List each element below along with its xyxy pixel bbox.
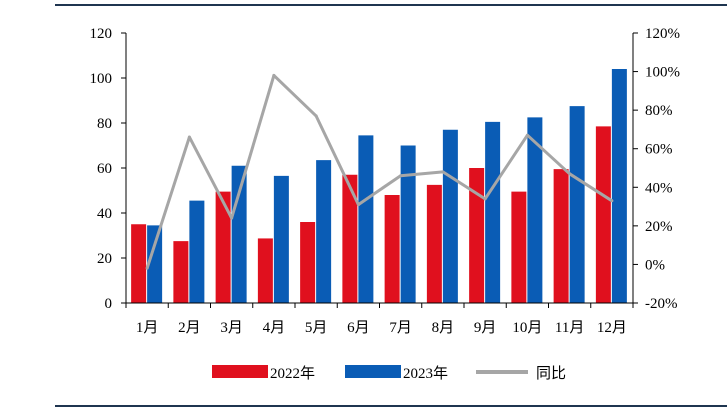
- yoy-point-1: [145, 266, 149, 270]
- yoy-point-10: [525, 133, 529, 137]
- bar-series-a-6: [342, 174, 358, 303]
- x-tick-label: 8月: [432, 320, 455, 336]
- right-tick-label: 100%: [645, 65, 680, 81]
- bar-series-b-8: [442, 129, 458, 303]
- yoy-point-12: [610, 199, 614, 203]
- axes-layer: 0 20 40 60 80 100 120 -20% 0% 20% 40% 60% 80% 100% 120…: [90, 26, 681, 336]
- yoy-point-4: [272, 73, 276, 77]
- bar-series-b-12: [611, 69, 627, 303]
- bar-series-a-7: [384, 195, 400, 303]
- legend-label-1: 2022年: [270, 365, 315, 382]
- bar-series-a-12: [595, 126, 611, 303]
- x-tick-label: 12月: [597, 320, 627, 336]
- bar-series-a-1: [131, 224, 147, 303]
- left-tick-label: 40: [97, 206, 112, 222]
- legend-label-3: 同比: [536, 365, 566, 382]
- bar-series-a-2: [173, 241, 189, 303]
- left-tick-label: 80: [97, 116, 112, 132]
- x-tick-label: 3月: [220, 320, 243, 336]
- x-tick-label: 10月: [512, 320, 542, 336]
- yoy-point-3: [230, 216, 234, 220]
- right-tick-label: 80%: [645, 103, 673, 119]
- bar-series-a-8: [426, 184, 442, 303]
- bar-series-a-11: [553, 169, 569, 303]
- bar-series-a-5: [300, 222, 316, 303]
- right-tick-label: 0%: [645, 257, 665, 273]
- bar-series-b-11: [569, 106, 585, 303]
- bar-series-b-5: [316, 160, 332, 303]
- x-tick-label: 7月: [389, 320, 412, 336]
- bar-series-b-3: [231, 165, 247, 303]
- yoy-point-11: [568, 172, 572, 176]
- bar-layer: [131, 69, 627, 303]
- x-tick-label: 2月: [178, 320, 201, 336]
- bar-series-a-10: [511, 191, 527, 303]
- x-tick-label: 1月: [136, 320, 159, 336]
- legend-swatch-2: [345, 365, 401, 378]
- line-layer: [145, 73, 614, 270]
- legend-label-2: 2023年: [403, 365, 448, 382]
- right-tick-label: 40%: [645, 180, 673, 196]
- left-tick-label: 20: [97, 251, 112, 267]
- bar-series-b-4: [273, 175, 289, 303]
- bar-series-a-9: [469, 168, 485, 303]
- x-tick-label: 5月: [305, 320, 328, 336]
- right-tick-label: 20%: [645, 219, 673, 235]
- right-tick-label: -20%: [645, 296, 678, 312]
- yoy-point-6: [356, 203, 360, 207]
- x-tick-label: 9月: [474, 320, 497, 336]
- left-tick-label: 100: [90, 71, 113, 87]
- yoy-point-5: [314, 114, 318, 118]
- legend: 2022年 2023年 同比: [212, 365, 566, 382]
- left-tick-label: 0: [105, 296, 113, 312]
- bar-series-a-3: [215, 191, 231, 303]
- right-tick-label: 60%: [645, 142, 673, 158]
- bar-series-b-10: [527, 117, 543, 303]
- bar-series-a-4: [257, 238, 273, 303]
- bar-series-b-1: [147, 225, 163, 303]
- bar-series-b-2: [189, 200, 205, 303]
- legend-swatch-1: [212, 365, 268, 378]
- yoy-point-2: [187, 135, 191, 139]
- yoy-point-7: [399, 174, 403, 178]
- x-tick-label: 4月: [263, 320, 286, 336]
- yoy-line: [145, 73, 613, 269]
- yoy-point-9: [483, 197, 487, 201]
- yoy-point-8: [441, 170, 445, 174]
- right-tick-label: 120%: [645, 26, 680, 42]
- bar-series-b-9: [485, 121, 501, 303]
- x-tick-label: 6月: [347, 320, 370, 336]
- bar-series-b-6: [358, 135, 374, 303]
- bar-series-b-7: [400, 145, 416, 303]
- left-tick-label: 60: [97, 161, 112, 177]
- left-tick-label: 120: [90, 26, 113, 42]
- x-tick-label: 11月: [555, 320, 584, 336]
